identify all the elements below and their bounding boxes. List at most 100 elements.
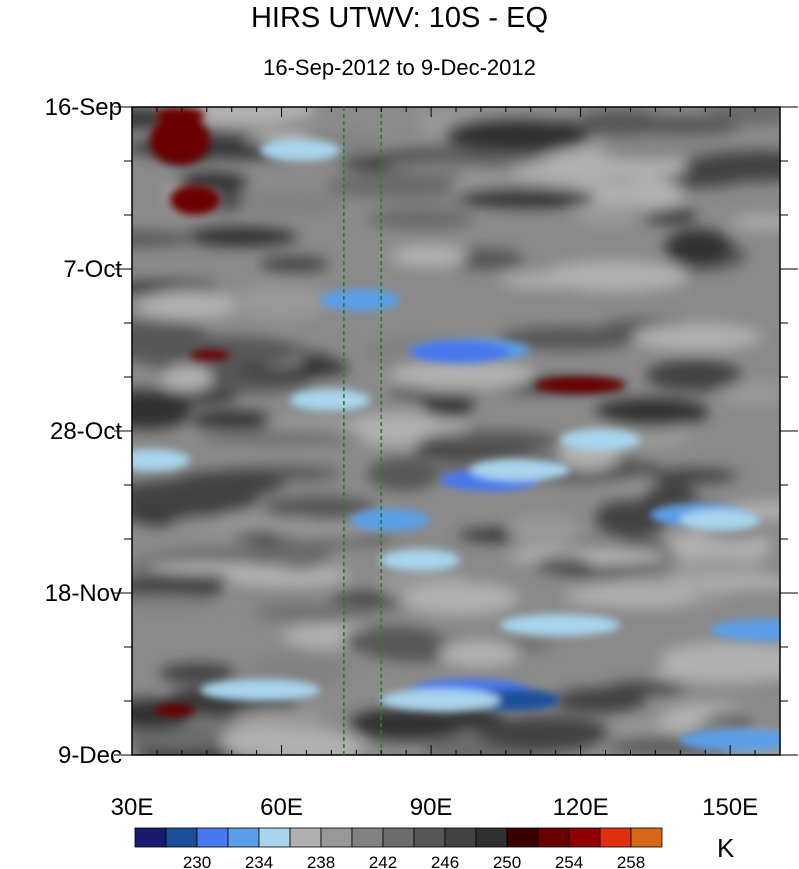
colorbar-label: 234 bbox=[245, 853, 273, 869]
field-blob bbox=[648, 468, 734, 485]
field-blob bbox=[664, 228, 733, 267]
field-blob bbox=[259, 256, 330, 273]
x-tick-label: 60E bbox=[260, 794, 303, 821]
moist-patch bbox=[410, 341, 510, 363]
field-blob bbox=[161, 364, 213, 392]
field-blob bbox=[197, 430, 367, 444]
colorbar-swatch bbox=[599, 827, 632, 848]
colorbar-swatch bbox=[196, 827, 229, 848]
field-blob bbox=[542, 260, 690, 292]
field-texture-moist bbox=[132, 107, 780, 751]
colorbar-swatch bbox=[630, 827, 663, 848]
field-blob bbox=[219, 725, 314, 755]
y-tick-label: 7-Oct bbox=[63, 256, 122, 283]
field-blob bbox=[511, 160, 650, 181]
contour-field bbox=[132, 107, 780, 755]
field-blob bbox=[232, 284, 329, 321]
field-blob bbox=[132, 231, 197, 247]
moist-patch bbox=[500, 614, 620, 636]
dry-patch bbox=[150, 115, 210, 165]
colorbar-swatch bbox=[444, 827, 477, 848]
colorbar-label: 238 bbox=[307, 853, 335, 869]
x-tick-label: 120E bbox=[553, 794, 609, 821]
field-blob bbox=[594, 500, 668, 538]
x-tick-label: 30E bbox=[111, 794, 154, 821]
field-blob bbox=[246, 650, 354, 684]
colorbar-unit: K bbox=[717, 833, 735, 863]
field-blob bbox=[683, 150, 780, 182]
colorbar-swatch bbox=[351, 827, 384, 848]
colorbar-swatch bbox=[537, 827, 570, 848]
moist-patch bbox=[200, 679, 320, 701]
field-blob bbox=[251, 606, 381, 621]
moist-patch bbox=[680, 509, 760, 531]
field-blob bbox=[507, 546, 672, 567]
field-blob bbox=[439, 639, 520, 668]
field-blob bbox=[642, 209, 698, 224]
field-blob bbox=[646, 359, 743, 392]
moist-patch bbox=[680, 729, 780, 751]
chart-title: HIRS UTWV: 10S - EQ bbox=[250, 2, 549, 34]
field-blob bbox=[132, 722, 240, 752]
field-blob bbox=[132, 594, 217, 614]
moist-patch bbox=[132, 449, 190, 471]
field-blob bbox=[632, 323, 762, 351]
dry-patch bbox=[155, 107, 205, 123]
field-blob bbox=[445, 116, 590, 154]
field-blob bbox=[731, 215, 780, 229]
moist-patch bbox=[260, 139, 340, 161]
plot-overlay: 30E 60E 90E 120E 150E 16-Sep 7-Oct 28-Oct 18-Nov… bbox=[45, 94, 798, 869]
colorbar-swatch bbox=[475, 827, 508, 848]
field-blob bbox=[367, 457, 440, 492]
field-blob bbox=[171, 516, 335, 532]
field-blob bbox=[265, 416, 356, 431]
field-blob bbox=[498, 326, 637, 351]
field-blob bbox=[554, 687, 647, 714]
field-blob bbox=[169, 470, 285, 497]
field-blob bbox=[479, 715, 611, 752]
colorbar-label: 246 bbox=[431, 853, 459, 869]
field-blob bbox=[643, 482, 698, 511]
field-blob bbox=[575, 109, 667, 137]
moist-patch bbox=[350, 509, 430, 531]
field-blob bbox=[132, 393, 191, 431]
y-tick-label: 28-Oct bbox=[50, 418, 122, 445]
field-blob bbox=[366, 207, 475, 230]
moist-patch bbox=[320, 289, 400, 311]
field-blob bbox=[384, 160, 494, 174]
field-blob bbox=[564, 585, 698, 607]
field-blob bbox=[597, 143, 704, 160]
moist-patch bbox=[380, 689, 500, 711]
colorbar-swatch bbox=[258, 827, 291, 848]
field-blob bbox=[389, 359, 536, 391]
field-blob bbox=[267, 538, 332, 571]
field-blob bbox=[184, 226, 298, 247]
moist-patch bbox=[710, 619, 780, 641]
colorbar-swatch bbox=[568, 827, 601, 848]
field-blob bbox=[132, 321, 207, 334]
field-blob bbox=[326, 170, 485, 200]
field-blob bbox=[659, 641, 780, 675]
field-blob bbox=[232, 708, 326, 731]
field-blob bbox=[390, 244, 468, 268]
colorbar-label: 258 bbox=[617, 853, 645, 869]
colorbar-swatch bbox=[320, 827, 353, 848]
field-blob bbox=[399, 582, 520, 615]
field-blob bbox=[138, 290, 241, 320]
moist-patch bbox=[470, 459, 570, 481]
colorbar-swatch bbox=[289, 827, 322, 848]
moist-patch bbox=[470, 689, 560, 711]
field-blob bbox=[420, 430, 562, 452]
y-tick-label: 18-Nov bbox=[45, 580, 122, 607]
field-blob bbox=[240, 188, 348, 218]
field-blob bbox=[537, 555, 590, 572]
field-blob bbox=[189, 410, 277, 430]
moist-patch bbox=[560, 429, 640, 451]
field-blob bbox=[594, 397, 709, 428]
moist-patch bbox=[380, 549, 460, 571]
colorbar-swatch bbox=[134, 827, 167, 848]
colorbar-swatch bbox=[165, 827, 198, 848]
colorbar-label: 250 bbox=[493, 853, 521, 869]
y-tick-label: 9-Dec bbox=[58, 742, 122, 769]
field-blob bbox=[718, 381, 780, 406]
